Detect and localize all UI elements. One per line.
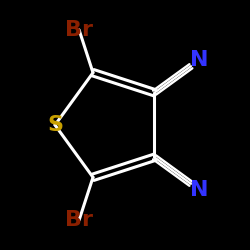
Text: S: S (47, 115, 63, 135)
Text: N: N (190, 50, 208, 70)
Text: N: N (190, 180, 208, 200)
Text: Br: Br (65, 210, 93, 230)
Text: Br: Br (65, 20, 93, 40)
